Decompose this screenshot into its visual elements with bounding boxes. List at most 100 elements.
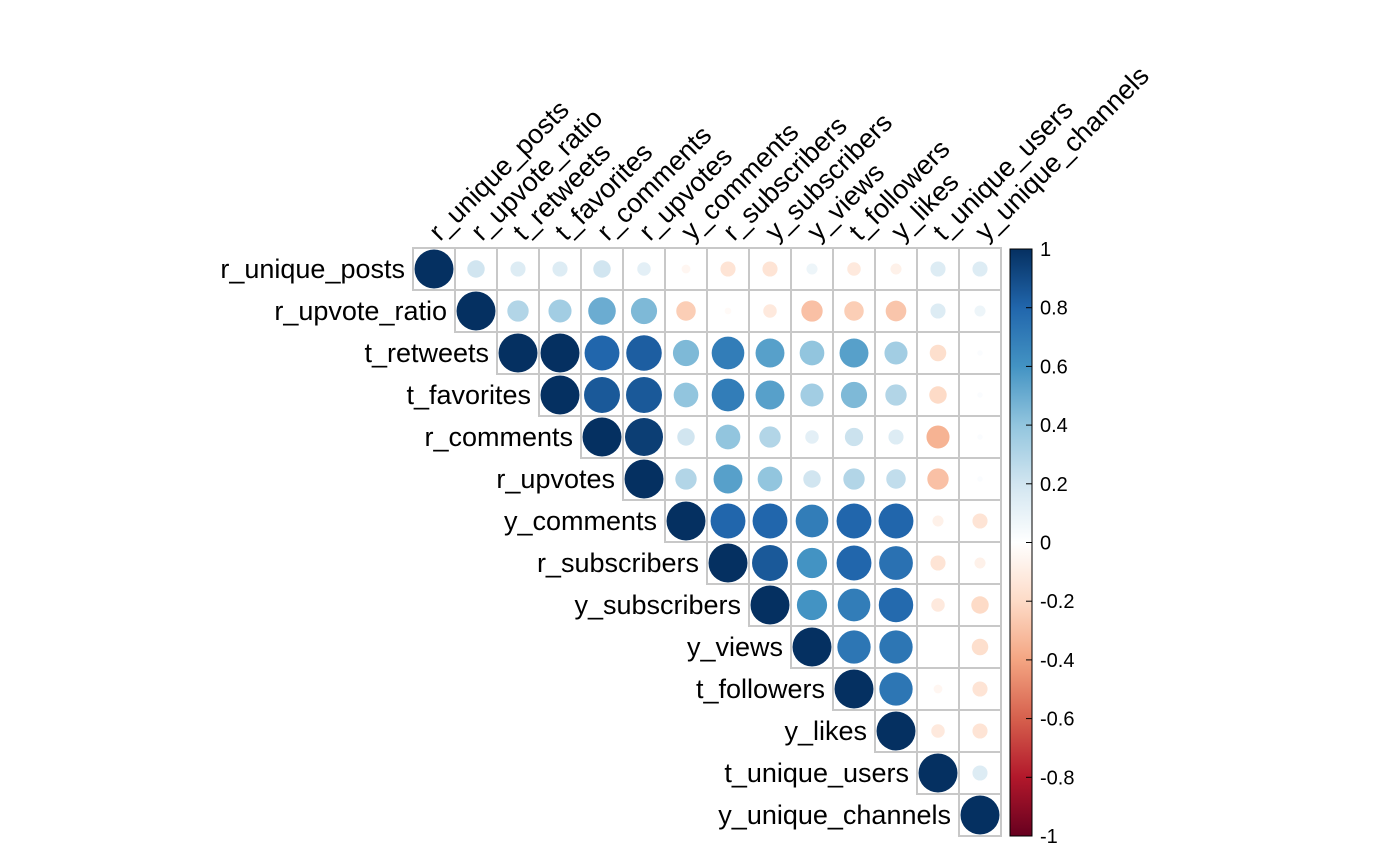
correlation-circle [888,429,904,445]
correlation-circle [840,381,868,409]
correlation-circle [971,638,989,656]
matrix-cell [706,247,750,291]
colorbar-tick-label: 0 [1040,533,1051,555]
correlation-circle [540,333,580,373]
correlation-circle [724,307,732,315]
correlation-circle [626,335,662,371]
correlation-circle [929,344,947,362]
correlation-circle [878,587,914,623]
correlation-circle [834,669,874,709]
correlation-circle [974,557,986,569]
colorbar-tick-label: -0.8 [1040,767,1074,789]
correlation-circle [792,627,832,667]
colorbar-tick-label: 0.2 [1040,474,1068,496]
correlation-circle [710,503,746,539]
correlation-circle [878,503,914,539]
correlation-circle [974,305,986,317]
correlation-circle [666,501,706,541]
correlation-circle [510,261,526,277]
correlation-circle [796,589,828,621]
colorbar-tick-label: 0.6 [1040,356,1068,378]
correlation-circle [759,426,781,448]
correlation-circle [675,468,697,490]
correlation-circle [720,261,736,277]
row-label: t_unique_users [724,758,909,788]
correlation-circle [972,723,988,739]
row-label: r_unique_posts [220,254,405,284]
row-label: y_subscribers [574,590,741,620]
row-label: y_comments [504,506,657,536]
correlation-circle [711,336,745,370]
colorbar-tick-label: -0.4 [1040,650,1074,672]
correlation-circle [673,382,699,408]
correlation-circle [799,340,825,366]
row-label: y_likes [784,716,867,746]
row-label: r_upvotes [496,464,615,494]
correlation-circle [972,261,988,277]
correlation-circle [582,417,622,457]
correlation-circle [548,299,572,323]
correlation-circle [552,261,568,277]
row-label: t_followers [696,674,825,704]
correlation-circle [836,545,872,581]
correlation-circle [885,300,907,322]
correlation-circle [972,513,988,529]
correlation-circle [681,264,691,274]
correlation-circle [929,386,947,404]
correlation-circle [879,672,913,706]
correlation-circle [507,300,529,322]
matrix-cell [958,331,1002,375]
correlation-circle [676,301,696,321]
row-label: t_retweets [364,338,489,368]
correlation-circle [931,598,945,612]
colorbar: 1 0.8 0.6 0.4 0.2 0 -0.2 -0.4 -0.6 -0.8 -1 [1009,239,1074,848]
correlation-circle [885,384,907,406]
correlation-circle [847,262,861,276]
correlation-circle [977,434,983,440]
correlation-circle [584,335,620,371]
row-label: r_comments [424,422,573,452]
correlation-circle [805,430,819,444]
correlation-circle [626,377,662,413]
colorbar-tick-label: 0.8 [1040,298,1068,320]
matrix-cell [958,583,1002,627]
matrix-cell [958,499,1002,543]
correlation-circle [933,684,943,694]
correlation-circle [672,339,700,367]
correlation-circle [755,338,785,368]
correlation-circle [839,338,869,368]
correlation-circle [624,417,664,457]
colorbar-tick-label: -1 [1040,826,1058,848]
correlation-circle [837,630,871,664]
correlation-circle [927,468,949,490]
row-label: y_unique_channels [718,800,951,830]
matrix-cell [916,625,960,669]
matrix-cell [958,709,1002,753]
row-label: y_views [687,632,783,662]
correlation-circle [837,588,871,622]
correlation-circle [588,297,616,325]
row-label: r_subscribers [537,548,699,578]
correlation-circle [879,546,913,580]
correlation-circle [630,297,658,325]
correlation-circle [977,350,983,356]
colorbar-tick-label: -0.2 [1040,591,1074,613]
correlation-circle [677,428,695,446]
correlation-circle [972,681,988,697]
correlation-circle [800,383,824,407]
correlation-circle [844,301,864,321]
correlation-circle [752,545,788,581]
correlation-circle [752,503,788,539]
correlation-circle [498,333,538,373]
correlation-circle [708,543,748,583]
correlation-circle [584,377,620,413]
correlation-circle [795,504,829,538]
correlation-circle [918,753,958,793]
correlation-circle [890,263,902,275]
correlation-circle [593,260,611,278]
colorbar-tick-label: 1 [1040,239,1051,261]
correlation-circle [456,291,496,331]
correlation-circle [926,425,950,449]
correlation-circle [763,304,777,318]
